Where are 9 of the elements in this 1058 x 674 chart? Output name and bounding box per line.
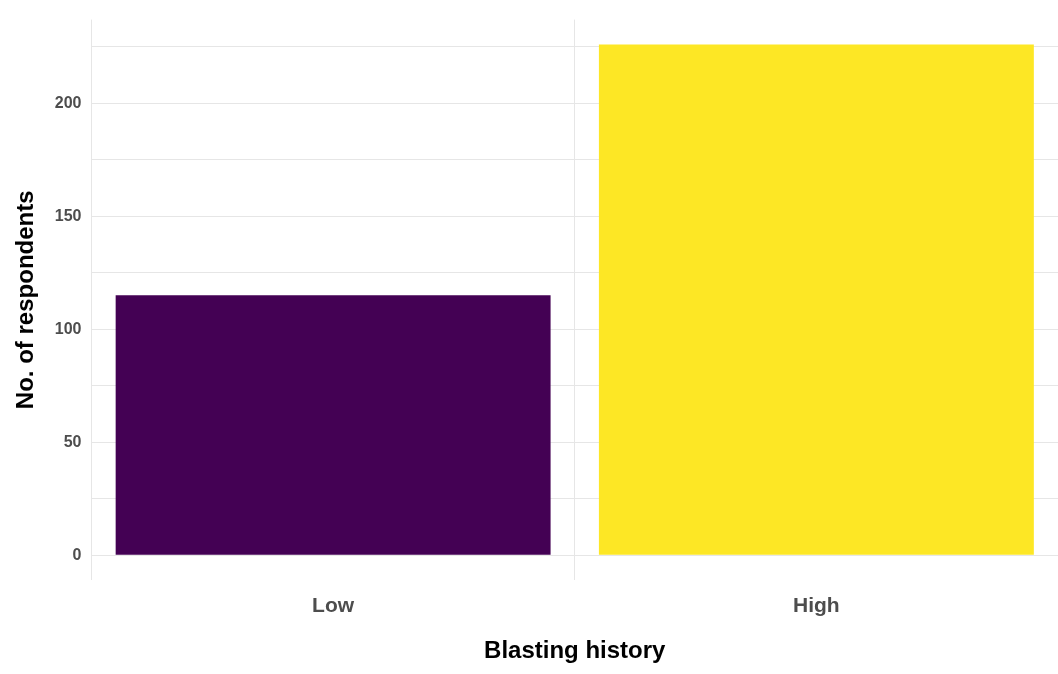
y-axis-title: No. of respondents xyxy=(11,190,39,410)
y-tick-label: 150 xyxy=(54,206,82,224)
x-tick-label: High xyxy=(793,593,840,617)
y-tick-label: 200 xyxy=(54,93,82,111)
x-axis-title: Blasting history xyxy=(484,636,667,664)
x-tick-label: Low xyxy=(312,593,355,617)
y-tick-label: 100 xyxy=(54,319,82,337)
y-tick-label: 0 xyxy=(72,545,82,563)
y-tick-label: 50 xyxy=(63,432,82,450)
